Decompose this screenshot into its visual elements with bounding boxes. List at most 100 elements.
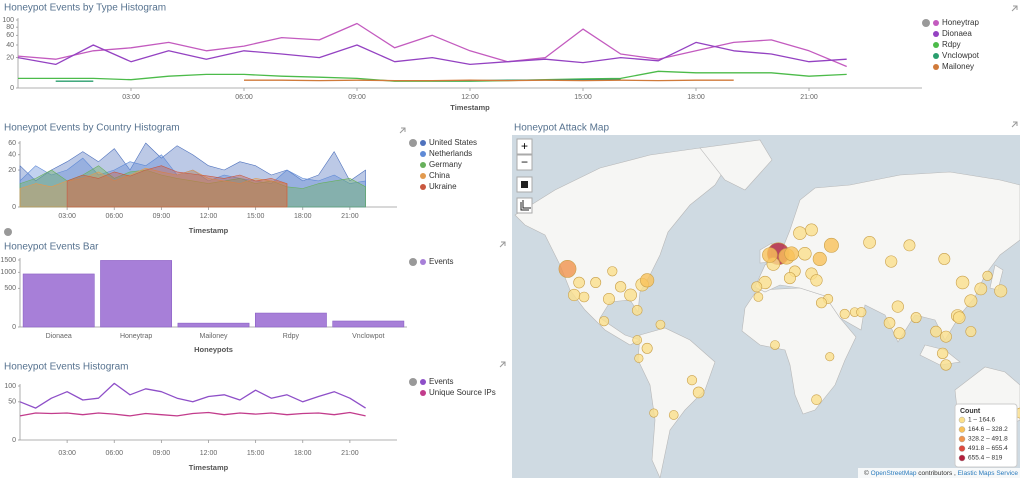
map-point bbox=[649, 408, 659, 418]
map-point bbox=[603, 292, 615, 305]
x-tick-label: Honeytrap bbox=[120, 333, 152, 340]
collapse-toggle[interactable] bbox=[4, 228, 12, 236]
y-tick-label: 50 bbox=[8, 399, 16, 406]
y-tick-label: 60 bbox=[8, 140, 16, 147]
zoom-in-button[interactable] bbox=[516, 138, 533, 155]
area bbox=[19, 142, 366, 208]
zoom-out-label[interactable]: − bbox=[521, 155, 528, 169]
attribution-link[interactable]: Elastic Maps Service bbox=[958, 470, 1019, 477]
map-point bbox=[784, 246, 799, 261]
y-tick-label: 80 bbox=[6, 24, 14, 31]
x-tick-label: 18:00 bbox=[294, 450, 312, 457]
legend-title: Count bbox=[960, 408, 981, 415]
legend-marker bbox=[420, 379, 426, 385]
legend-label: 491.8 – 655.4 bbox=[968, 445, 1008, 452]
expand-icon[interactable] bbox=[499, 361, 506, 368]
line bbox=[17, 22, 847, 68]
line bbox=[19, 411, 366, 417]
legend-marker bbox=[958, 454, 966, 462]
expand-icon[interactable] bbox=[1011, 121, 1018, 128]
map-point bbox=[955, 275, 970, 290]
x-tick-label: 09:00 bbox=[153, 450, 171, 457]
land bbox=[637, 327, 716, 478]
legend-label: Mailoney bbox=[942, 62, 974, 71]
legend-label: 328.2 – 491.8 bbox=[968, 436, 1008, 443]
x-tick-label: 15:00 bbox=[247, 213, 265, 220]
attribution-link[interactable]: OpenStreetMap bbox=[871, 470, 917, 477]
x-tick-label: 15:00 bbox=[574, 94, 592, 101]
map-point bbox=[825, 352, 835, 362]
bar bbox=[100, 260, 173, 328]
expand-icon[interactable] bbox=[399, 127, 406, 134]
x-tick-label: 12:00 bbox=[461, 94, 479, 101]
legend-marker bbox=[420, 162, 426, 168]
map-point bbox=[578, 291, 590, 303]
map-point bbox=[994, 284, 1008, 298]
map-point bbox=[568, 288, 581, 302]
legend-marker bbox=[420, 173, 426, 179]
map-point bbox=[885, 255, 898, 268]
x-tick-label: 15:00 bbox=[247, 450, 265, 457]
legend-marker bbox=[933, 20, 939, 26]
map-point bbox=[930, 325, 942, 338]
chart-title: Honeypot Events by Type Histogram bbox=[4, 3, 166, 14]
y-tick-label: 20 bbox=[8, 167, 16, 174]
x-tick-label: 12:00 bbox=[200, 450, 218, 457]
x-axis-label: Timestamp bbox=[189, 226, 229, 235]
y-tick-label: 0 bbox=[12, 437, 16, 444]
map-point bbox=[812, 251, 827, 267]
x-tick-label: 18:00 bbox=[687, 94, 705, 101]
x-axis-label: Honeypots bbox=[194, 345, 233, 354]
map-point bbox=[640, 273, 655, 288]
draw-icon bbox=[521, 181, 528, 188]
legend-label: Rdpy bbox=[942, 40, 961, 49]
zoom-out-button[interactable] bbox=[516, 154, 533, 171]
x-axis-label: Timestamp bbox=[450, 103, 490, 112]
legend-label: Dionaea bbox=[942, 29, 972, 38]
legend-toggle[interactable] bbox=[922, 19, 930, 27]
legend-marker bbox=[420, 390, 426, 396]
legend-label: 164.6 – 328.2 bbox=[968, 426, 1008, 433]
map-point bbox=[974, 282, 988, 296]
map-point bbox=[856, 307, 867, 318]
y-tick-label: 500 bbox=[4, 285, 16, 292]
y-tick-label: 60 bbox=[6, 32, 14, 39]
line bbox=[19, 382, 366, 409]
map-point bbox=[634, 353, 644, 363]
map-point bbox=[631, 305, 643, 316]
legend-toggle[interactable] bbox=[409, 258, 417, 266]
expand-icon[interactable] bbox=[1011, 5, 1018, 12]
y-tick-label: 1000 bbox=[0, 269, 16, 276]
x-tick-label: Mailoney bbox=[199, 333, 228, 340]
map-point bbox=[893, 327, 906, 340]
chart-title: Honeypot Events Histogram bbox=[4, 362, 129, 373]
map-point bbox=[910, 312, 922, 324]
bar bbox=[332, 320, 405, 328]
map-point bbox=[982, 270, 993, 281]
map-point bbox=[940, 330, 952, 343]
legend-toggle[interactable] bbox=[409, 378, 417, 386]
area bbox=[19, 165, 366, 208]
legend-marker bbox=[958, 435, 966, 443]
map-point bbox=[686, 375, 698, 386]
legend-marker bbox=[933, 53, 939, 59]
map-point bbox=[590, 277, 602, 288]
expand-icon[interactable] bbox=[499, 241, 506, 248]
bar bbox=[177, 322, 250, 328]
fit-button[interactable] bbox=[516, 197, 533, 214]
legend-label: China bbox=[429, 171, 450, 180]
legend-label: 655.4 – 819 bbox=[968, 455, 1003, 462]
zoom-in-label[interactable]: + bbox=[521, 139, 528, 153]
x-tick-label: Dionaea bbox=[46, 333, 72, 340]
map-point bbox=[607, 266, 618, 277]
chart-title: Honeypot Events by Country Histogram bbox=[4, 123, 180, 134]
legend-label: Ukraine bbox=[429, 182, 457, 191]
area bbox=[66, 165, 288, 208]
x-tick-label: 18:00 bbox=[294, 213, 312, 220]
map-point bbox=[573, 276, 585, 289]
chart-title: Honeypot Events Bar bbox=[4, 242, 99, 253]
map-point bbox=[964, 294, 978, 308]
map-legend: Count 1 – 164.6 164.6 – 328.2 328.2 – 491.… bbox=[954, 403, 1018, 468]
legend-toggle[interactable] bbox=[409, 139, 417, 147]
